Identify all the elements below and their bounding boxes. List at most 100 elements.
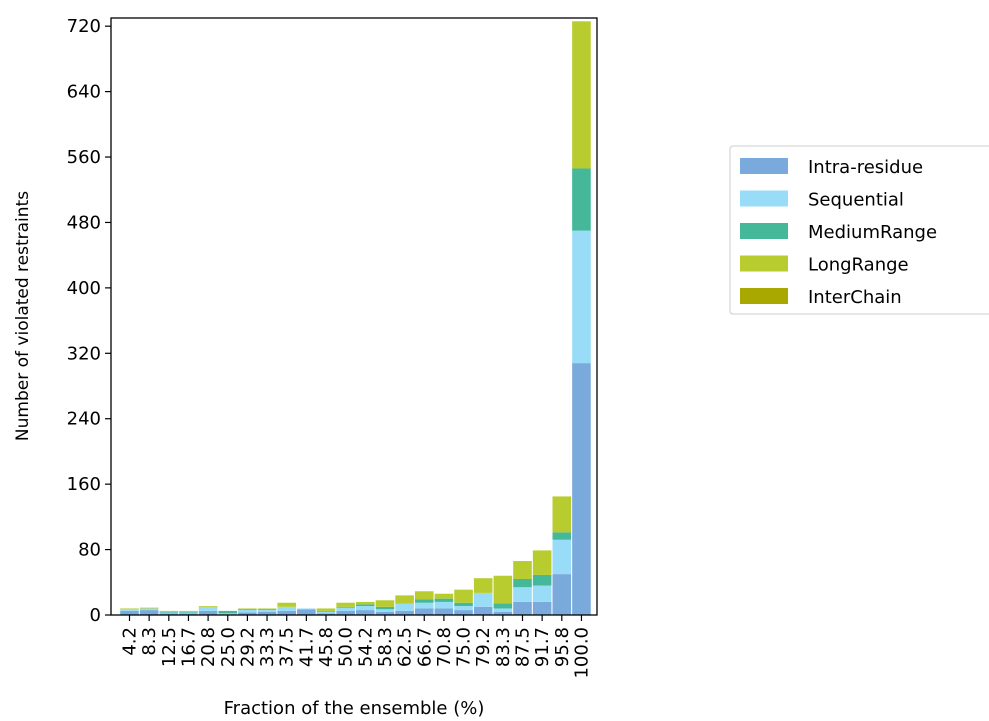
bar-segment-intra-residue [297,609,316,615]
bar-segment-sequential [414,602,434,609]
bar-segment-sequential [572,230,591,364]
bars [120,21,591,615]
bar-segment-mediumrange [238,609,257,611]
bar-segment-longrange [552,496,572,533]
bar-segment-sequential [257,610,277,612]
bar-segment-intra-residue [572,363,591,615]
y-tick-label: 80 [78,540,101,561]
bar-segment-sequential [238,610,257,613]
bar-segment-longrange [179,610,198,612]
bar-segment-sequential [375,609,395,612]
bar-segment-mediumrange [257,609,277,611]
bar-segment-intra-residue [139,610,159,615]
bar-segment-sequential [513,587,532,602]
x-tick-label: 83.3 [493,627,514,667]
bar-segment-longrange [198,606,218,607]
bar-segment-mediumrange [454,602,473,607]
x-tick-label: 75.0 [454,627,475,667]
bar-segment-longrange [159,610,179,612]
x-tick-label: 4.2 [120,627,141,656]
y-tick-label: 240 [67,409,101,430]
y-tick-label: 480 [67,212,101,233]
bar-segment-sequential [473,592,493,607]
x-tick-label: 95.8 [552,627,573,667]
x-tick-label: 54.2 [355,627,376,667]
x-tick-label: 45.8 [316,627,337,667]
y-tick-label: 0 [90,605,101,626]
bar-segment-intra-residue [513,601,532,615]
bar-segment-longrange [336,602,355,607]
x-tick-label: 41.7 [296,627,317,667]
bar-segment-longrange [238,608,257,610]
bar-segment-sequential [532,585,552,602]
bar-segment-longrange [139,607,159,609]
bar-segment-mediumrange [434,598,454,602]
bar-segment-sequential [120,609,139,611]
legend-swatch [740,288,788,304]
bar-segment-sequential [297,608,316,610]
legend-label: InterChain [808,287,902,308]
x-tick-label: 87.5 [513,627,534,667]
legend-swatch [740,255,788,272]
y-tick-label: 400 [67,278,101,299]
bar-segment-mediumrange [414,599,434,603]
x-axis-label: Fraction of the ensemble (%) [224,698,485,719]
bar-segment-longrange [375,600,395,607]
x-tick-label: 91.7 [532,627,553,667]
legend-frame [729,145,989,315]
x-tick-label: 8.3 [139,627,160,656]
legend-swatch [740,223,788,239]
bar-segment-intra-residue [473,606,493,615]
bar-segment-intra-residue [198,610,218,615]
bar-segment-intra-residue [493,611,513,615]
bar-segment-longrange [493,575,513,604]
bar-segment-sequential [198,606,218,611]
legend: Intra-residue Sequential MediumRange LongRa… [729,145,989,315]
bar-segment-longrange [277,602,296,607]
x-tick-label: 20.8 [198,627,219,667]
bar-segment-sequential [218,613,238,615]
bar-segment-intra-residue [257,611,277,615]
bar-segment-mediumrange [532,574,552,586]
x-tick-label: 62.5 [395,627,416,667]
bar-segment-intra-residue [434,608,454,615]
bar-segment-mediumrange [493,603,513,609]
legend-label: MediumRange [808,222,937,243]
bar-segment-longrange [513,561,532,580]
legend-label: Sequential [808,190,904,211]
legend-swatch [740,158,788,174]
bar-segment-sequential [159,612,179,614]
bar-segment-longrange [395,595,414,604]
bar-segment-intra-residue [532,601,552,615]
legend-label: LongRange [808,255,909,276]
bar-segment-longrange [473,578,493,593]
bar-segment-intra-residue [120,610,139,615]
bar-segment-intra-residue [159,613,179,615]
bar-segment-sequential [395,603,414,611]
bar-segment-longrange [120,608,139,610]
bar-segment-intra-residue [316,613,336,615]
bar-segment-sequential [356,606,375,611]
bar-segment-longrange [572,21,591,169]
bar-segment-longrange [434,593,454,599]
x-tick-label: 37.5 [277,627,298,667]
bar-segment-mediumrange [179,611,198,613]
legend-swatch [740,190,788,207]
y-axis: 0 80 160 240 320 400 480 560 640 720 [67,16,111,626]
bar-segment-intra-residue [454,610,473,615]
bar-segment-sequential [277,606,296,611]
bar-segment-intra-residue [552,574,572,615]
bar-segment-sequential [454,606,473,611]
x-tick-label: 66.7 [414,627,435,667]
x-tick-label: 16.7 [178,627,199,667]
bar-segment-intra-residue [277,610,296,615]
bar-segment-longrange [257,608,277,610]
bar-segment-mediumrange [375,606,395,610]
bar-segment-sequential [179,612,198,614]
y-tick-label: 160 [67,474,101,495]
y-axis-label: Number of violated restraints [13,191,33,441]
y-tick-label: 560 [67,147,101,168]
bar-segment-mediumrange [513,579,532,588]
x-axis: 4.28.312.516.720.825.029.233.337.541.745… [120,615,592,679]
